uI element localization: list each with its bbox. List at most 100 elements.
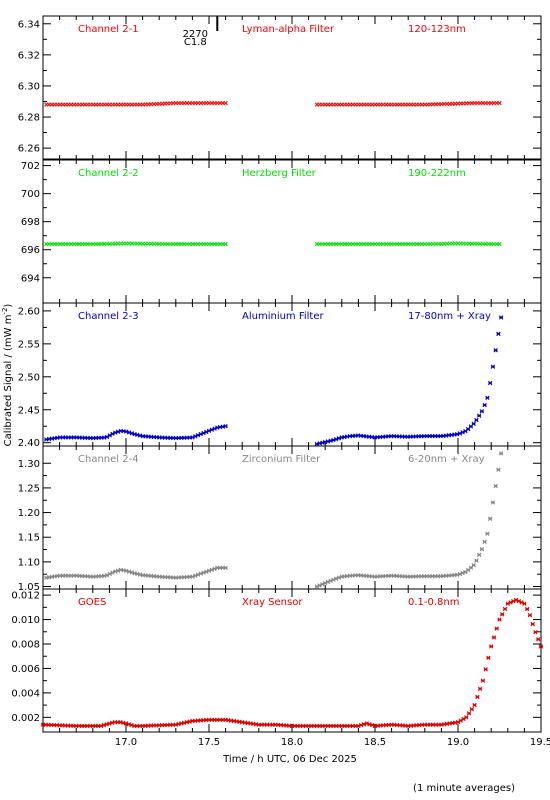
data-point (469, 706, 475, 712)
y-tick-label: 2.45 (18, 405, 40, 416)
y-tick-label: 6.30 (18, 81, 40, 92)
data-point (480, 678, 486, 683)
y-tick-label: 2.60 (18, 306, 40, 317)
filter-label: Aluminium Filter (242, 311, 325, 322)
y-tick-label: 702 (21, 161, 40, 172)
data-point (485, 531, 490, 536)
y-tick-label: 1.30 (18, 459, 40, 470)
y-tick-label: 1.25 (18, 483, 40, 494)
y-tick-label: 1.10 (18, 557, 40, 568)
data-point (496, 331, 501, 337)
y-tick-label: 700 (21, 189, 40, 200)
data-point (533, 629, 538, 635)
data-point (487, 380, 493, 386)
panel-4: 1.05 1.10 1.15 1.20 1.25 1.30 Channel 2-4 Zirco… (18, 445, 542, 593)
y-tick-label: 2.55 (18, 339, 40, 350)
y-tick-label: 0.002 (11, 713, 40, 724)
panel-frame (42, 445, 542, 590)
x-tick-label: 18.0 (281, 737, 303, 748)
data-point (486, 655, 491, 661)
y-tick-label: 694 (21, 273, 40, 284)
y-tick-label: 6.32 (18, 50, 40, 61)
panel-frame (42, 15, 542, 160)
data-point (464, 715, 469, 720)
panel-2: 694 696 698 700 702 Channel 2-2 Herzberg Filte… (21, 159, 542, 304)
y-tick-label: 0.012 (11, 591, 40, 602)
channel-label: Channel 2-1 (78, 24, 139, 35)
chart-panels: 6.26 6.28 6.30 6.32 6.34 Channel 2-1 Lyman-alp… (11, 15, 550, 748)
y-tick-label: 6.26 (18, 144, 40, 155)
y-axis-label-close: ) (3, 304, 14, 308)
data-point (522, 601, 527, 606)
data-point (538, 644, 544, 649)
y-tick-label: 0.004 (11, 688, 40, 699)
panel-frame (42, 588, 542, 733)
y-tick-label: 2.40 (18, 438, 40, 449)
channel-label: Channel 2-4 (78, 454, 139, 465)
data-series (44, 241, 502, 247)
data-point (223, 100, 228, 106)
filter-label: Herzberg Filter (242, 168, 317, 179)
y-axis-label-sup: -2 (1, 308, 9, 315)
data-point (494, 626, 499, 631)
data-point (490, 364, 496, 369)
y-tick-label: 0.010 (11, 615, 40, 626)
data-point (485, 395, 490, 401)
data-point (493, 348, 498, 353)
flare-marker-label-top: 2270 (183, 29, 208, 40)
data-point (472, 702, 477, 708)
data-point (476, 413, 482, 418)
data-point (497, 241, 502, 247)
data-point (491, 635, 497, 640)
band-label: 17-80nm + Xray (408, 311, 491, 322)
y-tick-label: 6.34 (18, 19, 40, 30)
flare-marker: 2270 C1.8 (183, 16, 219, 48)
y-tick-label: 1.20 (18, 508, 40, 519)
data-point (493, 483, 498, 489)
band-label: 0.1-0.8nm (408, 597, 460, 608)
data-point (524, 606, 530, 612)
channel-label: GOES (78, 597, 106, 608)
x-tick-label: 17.0 (115, 737, 137, 748)
data-point (223, 241, 228, 247)
data-point (498, 315, 504, 320)
data-point (483, 667, 488, 672)
band-label: 190-222nm (408, 168, 466, 179)
y-axis-label: Calibrated Signal / (mW m-2) (1, 304, 14, 447)
panel-3: 2.40 2.45 2.50 2.55 2.60 Channel 2-3 Aluminium… (18, 302, 542, 449)
data-series (44, 100, 502, 107)
filter-label: Xray Sensor (242, 597, 303, 608)
data-point (479, 546, 485, 552)
channel-label: Channel 2-2 (78, 168, 139, 179)
x-tick-label: 18.5 (364, 737, 386, 748)
x-axis-label: Time / h UTC, 06 Dec 2025 (222, 754, 357, 765)
footnote: (1 minute averages) (413, 783, 515, 794)
y-tick-label: 6.28 (18, 113, 40, 124)
data-point (479, 409, 485, 414)
data-point (487, 516, 493, 521)
data-point (536, 637, 541, 642)
y-tick-label: 1.05 (18, 582, 40, 593)
filter-label: Lyman-alpha Filter (242, 24, 335, 35)
data-point (497, 617, 502, 622)
data-point (223, 565, 228, 570)
data-point (489, 644, 494, 649)
panel-frame (42, 159, 542, 304)
data-point (474, 558, 479, 563)
data-series (44, 451, 504, 589)
band-label: 120-123nm (408, 24, 466, 35)
data-series (40, 597, 544, 729)
channel-label: Channel 2-3 (78, 311, 139, 322)
flare-marker-label-bottom: C1.8 (184, 37, 207, 48)
data-point (475, 694, 480, 700)
data-point (497, 100, 502, 106)
data-point (223, 424, 228, 429)
y-tick-label: 0.006 (11, 664, 40, 675)
data-point (530, 621, 535, 627)
data-point (482, 539, 487, 545)
data-point (527, 613, 533, 618)
panel-frame (42, 302, 542, 447)
y-tick-label: 0.008 (11, 640, 40, 651)
data-point (477, 686, 483, 692)
